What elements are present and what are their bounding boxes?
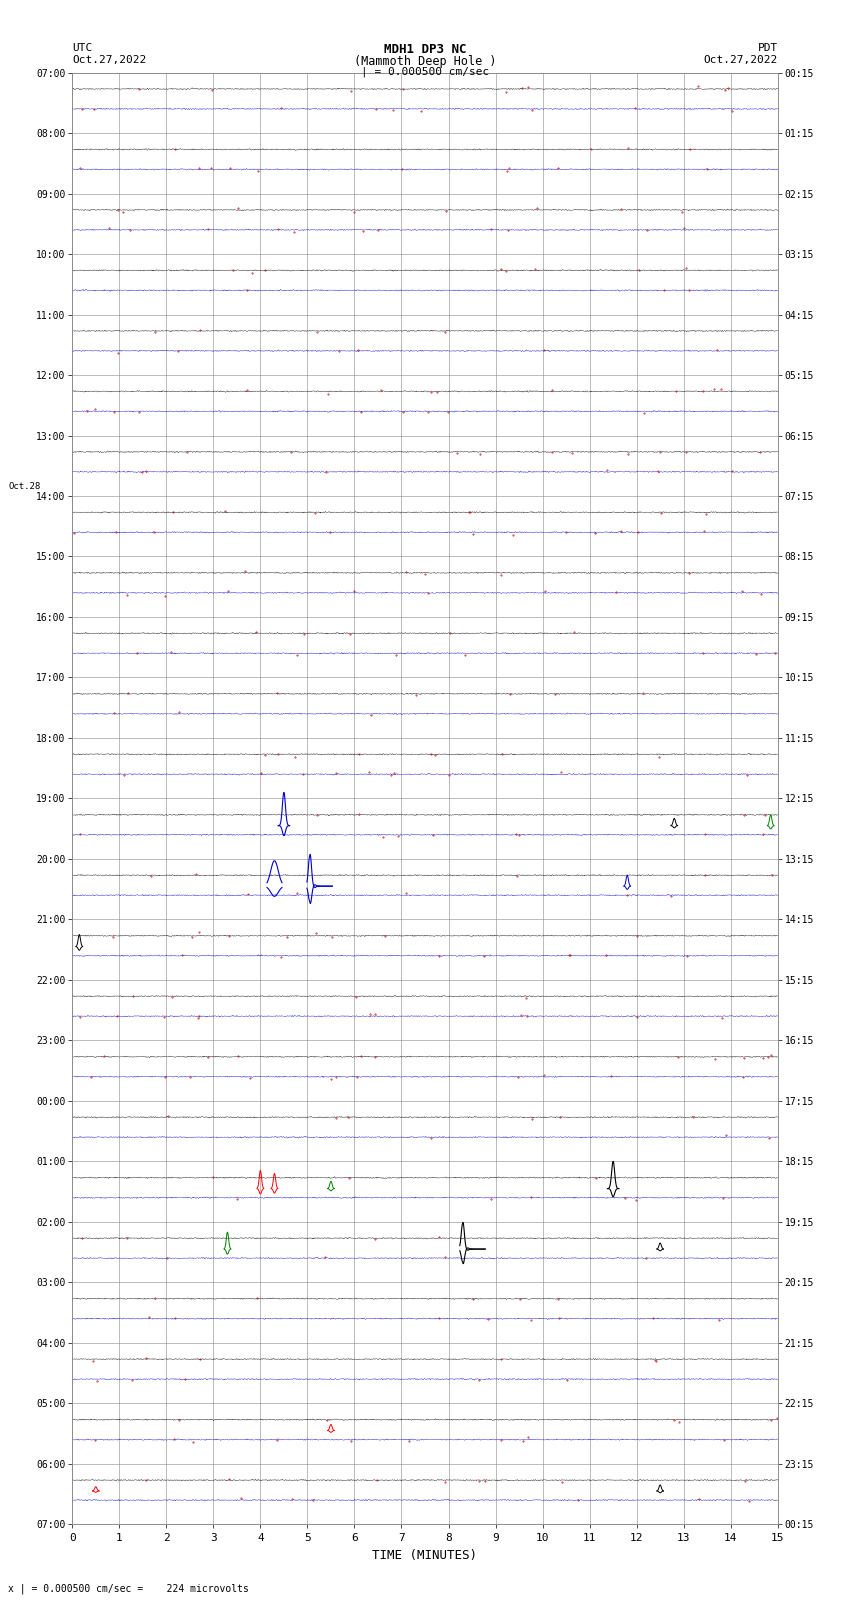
Text: Oct.27,2022: Oct.27,2022 <box>704 55 778 65</box>
Text: PDT: PDT <box>757 44 778 53</box>
Text: | = 0.000500 cm/sec: | = 0.000500 cm/sec <box>361 66 489 77</box>
Text: Oct.27,2022: Oct.27,2022 <box>72 55 146 65</box>
Text: MDH1 DP3 NC: MDH1 DP3 NC <box>383 44 467 56</box>
Text: (Mammoth Deep Hole ): (Mammoth Deep Hole ) <box>354 55 496 68</box>
Text: UTC: UTC <box>72 44 93 53</box>
Text: x | = 0.000500 cm/sec =    224 microvolts: x | = 0.000500 cm/sec = 224 microvolts <box>8 1582 249 1594</box>
Text: Oct.28: Oct.28 <box>8 482 41 490</box>
X-axis label: TIME (MINUTES): TIME (MINUTES) <box>372 1548 478 1561</box>
